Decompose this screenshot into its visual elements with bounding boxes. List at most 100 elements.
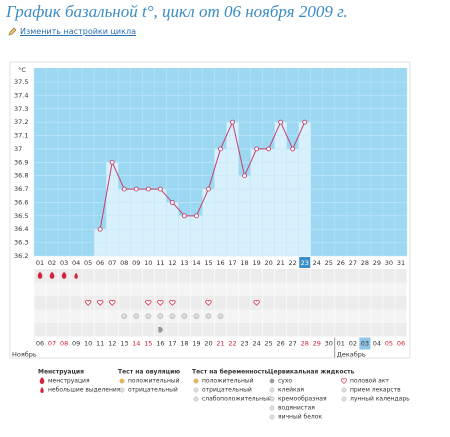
legend-item: положительный <box>128 378 180 385</box>
intercourse-icon <box>85 300 92 306</box>
temperature-point <box>230 119 235 125</box>
date-label: 27 <box>289 340 297 348</box>
date-label: 14 <box>132 340 140 348</box>
temperature-bar <box>142 189 155 256</box>
temperature-bar <box>190 215 203 256</box>
legend-item: отрицательный <box>128 387 178 394</box>
x-tick-label: 26 <box>337 259 345 267</box>
legend-icon <box>269 414 275 420</box>
y-tick-label: 37.3 <box>14 105 28 113</box>
x-tick-label: 21 <box>277 259 285 267</box>
x-tick-label: 02 <box>48 259 56 267</box>
y-tick-label: 36.7 <box>14 185 28 193</box>
intercourse-icon <box>169 300 176 306</box>
legend-item: лунный календарь <box>350 396 410 403</box>
legend-icon <box>193 378 199 384</box>
date-label: 13 <box>120 340 128 348</box>
temperature-bar <box>130 189 143 256</box>
legend-item: прием лекарств <box>350 387 401 394</box>
menstruation-icon <box>49 271 55 279</box>
medicine-icon <box>205 313 212 320</box>
intercourse-icon <box>145 300 152 306</box>
y-tick-label: 36.5 <box>14 212 28 220</box>
legend-item: отрицательный <box>202 387 252 394</box>
x-tick-label: 13 <box>180 259 188 267</box>
pencil-icon <box>8 27 17 36</box>
y-tick-label: 37.1 <box>14 132 28 140</box>
x-tick-label: 18 <box>240 259 248 267</box>
date-label: 24 <box>252 340 260 348</box>
date-label: 29 <box>313 340 321 348</box>
legend-item: слабоположительный <box>202 396 272 403</box>
x-tick-label: 04 <box>72 259 80 267</box>
temperature-bar <box>178 215 191 256</box>
legend-item: небольшие выделения <box>48 387 121 394</box>
x-tick-label: 20 <box>264 259 272 267</box>
date-label: 30 <box>325 340 333 348</box>
temperature-point <box>254 146 260 152</box>
y-tick-label: 36.2 <box>14 252 28 260</box>
x-tick-label: 27 <box>349 259 357 267</box>
x-tick-label: 03 <box>60 259 68 267</box>
date-label: 12 <box>108 340 116 348</box>
x-tick-label: 17 <box>228 259 236 267</box>
temperature-point <box>169 200 175 205</box>
legend-icon <box>340 378 348 384</box>
temperature-point <box>133 186 139 192</box>
legend-icon <box>269 405 275 411</box>
x-tick-label: 19 <box>252 259 260 267</box>
medicine-icon <box>121 313 128 320</box>
month-label: Декабрь <box>337 351 366 359</box>
intercourse-icon <box>97 300 104 306</box>
x-tick-label: 16 <box>216 259 224 267</box>
x-tick-label: 25 <box>325 259 333 267</box>
date-label: 03 <box>361 340 369 348</box>
temperature-point <box>242 173 248 179</box>
legend-group-title: Менструация <box>38 369 84 376</box>
date-label: 23 <box>240 340 248 348</box>
temperature-bar <box>118 189 131 256</box>
date-label: 06 <box>397 340 405 348</box>
x-tick-label: 23 <box>301 259 309 267</box>
x-tick-label: 31 <box>397 259 405 267</box>
x-tick-label: 08 <box>120 259 128 267</box>
legend-icon <box>341 387 347 393</box>
date-label: 18 <box>180 340 188 348</box>
medicine-icon <box>157 313 164 320</box>
temperature-point <box>206 186 211 192</box>
creamy-icon <box>158 327 163 333</box>
y-tick-label: 36.8 <box>14 172 28 180</box>
date-label: 15 <box>144 340 152 348</box>
date-label: 17 <box>168 340 176 348</box>
temperature-point <box>218 146 223 152</box>
date-label: 21 <box>216 340 224 348</box>
x-tick-label: 07 <box>108 259 116 267</box>
temperature-point <box>145 186 151 192</box>
temperature-point <box>97 226 103 232</box>
x-tick-label: 11 <box>156 259 164 267</box>
legend-icon <box>119 378 125 384</box>
legend-icon <box>119 387 125 393</box>
temperature-point <box>121 186 127 192</box>
legend-item: водянистая <box>278 405 315 412</box>
edit-settings-text: Изменить настройки цикла <box>20 27 136 36</box>
date-label: 28 <box>301 340 309 348</box>
x-tick-label: 05 <box>84 259 92 267</box>
temperature-point <box>266 146 272 152</box>
date-label: 09 <box>72 340 80 348</box>
marker-row <box>34 282 407 296</box>
date-label: 02 <box>349 340 357 348</box>
legend-item: яичный белок <box>278 414 322 421</box>
legend-icon <box>40 387 44 393</box>
light-bleeding-icon <box>74 272 78 279</box>
medicine-icon <box>181 313 188 320</box>
legend-icon <box>269 387 275 393</box>
temperature-point <box>290 146 296 152</box>
intercourse-icon <box>253 300 260 306</box>
legend-group-title: Тест на беременность <box>192 369 269 376</box>
y-tick-label: 36.6 <box>14 198 28 206</box>
edit-settings-link[interactable]: Изменить настройки цикла <box>8 27 136 36</box>
x-tick-label: 15 <box>204 259 212 267</box>
y-tick-label: 36.4 <box>14 225 28 233</box>
